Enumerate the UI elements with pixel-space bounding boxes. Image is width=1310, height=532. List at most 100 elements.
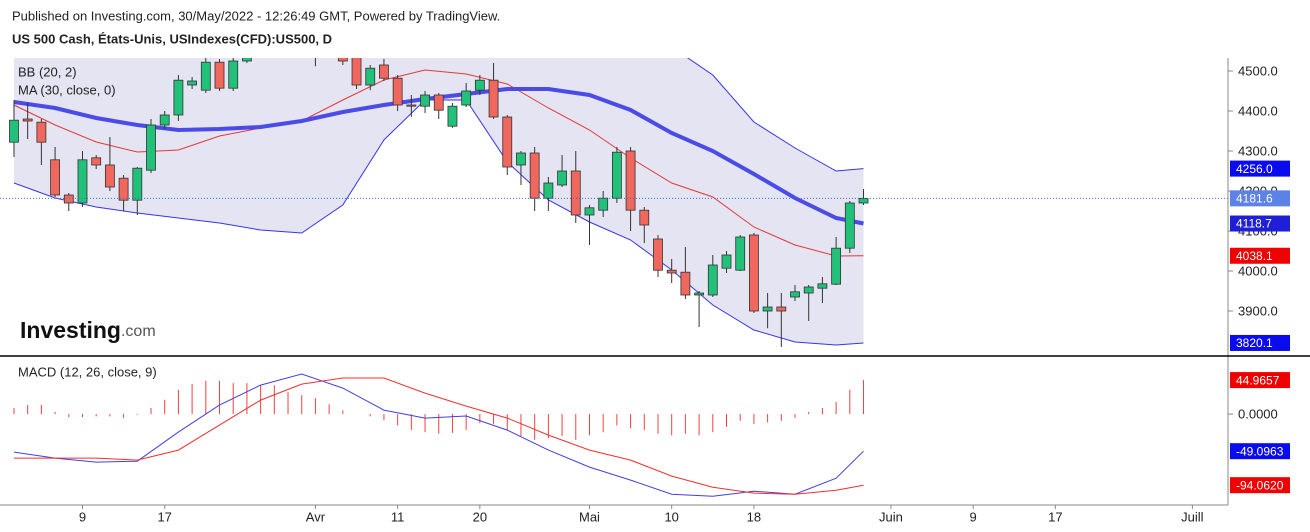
x-tick-label: Juill xyxy=(1181,509,1204,524)
price-tag xyxy=(1230,477,1290,494)
price-tag xyxy=(1230,247,1290,264)
x-tick-label: 10 xyxy=(664,509,678,524)
candle-body xyxy=(639,209,650,226)
price-tag-label: -94.0620 xyxy=(1236,478,1284,492)
price-tag-label: 4256.0 xyxy=(1236,162,1273,176)
price-tag xyxy=(1230,160,1290,177)
price-tag-label: 4181.6 xyxy=(1236,192,1273,206)
candle-body xyxy=(325,47,334,53)
indicator-line xyxy=(13,99,864,346)
candle-body xyxy=(666,269,677,274)
y-tick-label: 4000.0 xyxy=(1238,263,1278,278)
logo: Investing.com xyxy=(20,317,156,343)
symbol-line: US 500 Cash, États-Unis, USIndexes(CFD):… xyxy=(12,31,332,46)
price-tag-label: -49.0963 xyxy=(1236,444,1284,458)
price-pane xyxy=(9,47,869,347)
candle-body xyxy=(22,118,33,122)
candle-body xyxy=(392,77,403,106)
indicator-line xyxy=(14,377,864,495)
candle-body xyxy=(516,152,526,166)
candle-body xyxy=(461,90,472,106)
x-tick-label: 11 xyxy=(391,509,405,524)
candle-body xyxy=(9,119,19,143)
candle-body xyxy=(488,79,499,118)
candle-body xyxy=(50,159,60,196)
candle-body xyxy=(242,58,252,62)
candle-body xyxy=(598,197,609,211)
y-tick-label: 4500.0 xyxy=(1238,63,1278,78)
candle-body xyxy=(118,177,129,201)
published-line: Published on Investing.com, 30/May/2022 … xyxy=(12,8,500,23)
candle-body xyxy=(36,121,47,143)
candle-body xyxy=(420,94,430,107)
legend-macd: MACD (12, 26, close, 9) xyxy=(18,364,157,379)
price-tag-label: 4118.7 xyxy=(1236,217,1272,231)
candle-body xyxy=(762,306,773,312)
y-tick-label: 4400.0 xyxy=(1238,103,1278,118)
candle-body xyxy=(502,116,513,168)
candle-body xyxy=(187,80,198,86)
candle-body xyxy=(159,114,170,126)
candle-body xyxy=(694,292,704,296)
candle-body xyxy=(543,182,554,199)
candle-body xyxy=(611,151,622,199)
price-tag-label: 44.9657 xyxy=(1236,373,1280,387)
candle-body xyxy=(132,167,143,201)
candle-body xyxy=(406,104,417,107)
candle-body xyxy=(337,58,348,62)
candle-body xyxy=(351,58,362,86)
indicator-line xyxy=(13,373,864,497)
candle-body xyxy=(817,283,828,289)
candle-body xyxy=(557,170,567,186)
y-tick-label: 4300.0 xyxy=(1238,143,1278,158)
candle-body xyxy=(256,47,265,53)
candle-body xyxy=(776,306,787,312)
candle-body xyxy=(721,254,732,269)
price-tag xyxy=(1230,215,1290,232)
price-tag-label: 4038.1 xyxy=(1236,249,1273,263)
price-tag xyxy=(1230,334,1290,351)
indicator-line xyxy=(13,69,864,257)
candle-body xyxy=(365,67,376,86)
indicator-line xyxy=(13,87,864,226)
candle-body xyxy=(91,157,102,166)
price-tag xyxy=(1230,372,1290,389)
candle-body xyxy=(584,207,595,216)
candle-body xyxy=(228,60,239,89)
x-tick-label: Mai xyxy=(579,509,600,524)
x-tick-label: 20 xyxy=(473,509,487,524)
indicator-line xyxy=(686,58,864,172)
x-tick-label: Avr xyxy=(306,509,326,524)
candle-body xyxy=(790,291,800,298)
price-tag xyxy=(1230,190,1290,207)
x-tick-label: 9 xyxy=(970,509,977,524)
candle-body xyxy=(749,234,759,312)
candle-body xyxy=(844,202,855,249)
x-tick-label: 17 xyxy=(1048,509,1062,524)
y-tick-label: 3900.0 xyxy=(1238,303,1278,318)
candle-body xyxy=(735,236,746,271)
price-tag-label: 3820.1 xyxy=(1236,336,1273,350)
candle-body xyxy=(63,194,74,204)
macd-pane xyxy=(13,373,865,497)
candle-body xyxy=(529,152,540,199)
price-tag xyxy=(1230,443,1290,460)
logo-suffix: .com xyxy=(121,323,156,340)
candle-body xyxy=(474,79,485,91)
candle-body xyxy=(831,247,842,285)
candle-body xyxy=(707,264,718,296)
candle-body xyxy=(104,164,115,188)
x-tick-label: 9 xyxy=(79,509,86,524)
candle-body xyxy=(447,105,458,127)
x-tick-label: Juin xyxy=(879,509,903,524)
candle-body xyxy=(803,286,814,294)
legend-bb: BB (20, 2) xyxy=(18,64,77,79)
candle-body xyxy=(379,64,389,79)
candle-body xyxy=(214,61,225,89)
candle-body xyxy=(653,238,663,271)
y-tick-label: 0.0000 xyxy=(1238,407,1278,422)
overlay: 4500.04400.04300.04200.04100.04000.03900… xyxy=(0,63,1290,524)
candle-body xyxy=(858,197,869,204)
